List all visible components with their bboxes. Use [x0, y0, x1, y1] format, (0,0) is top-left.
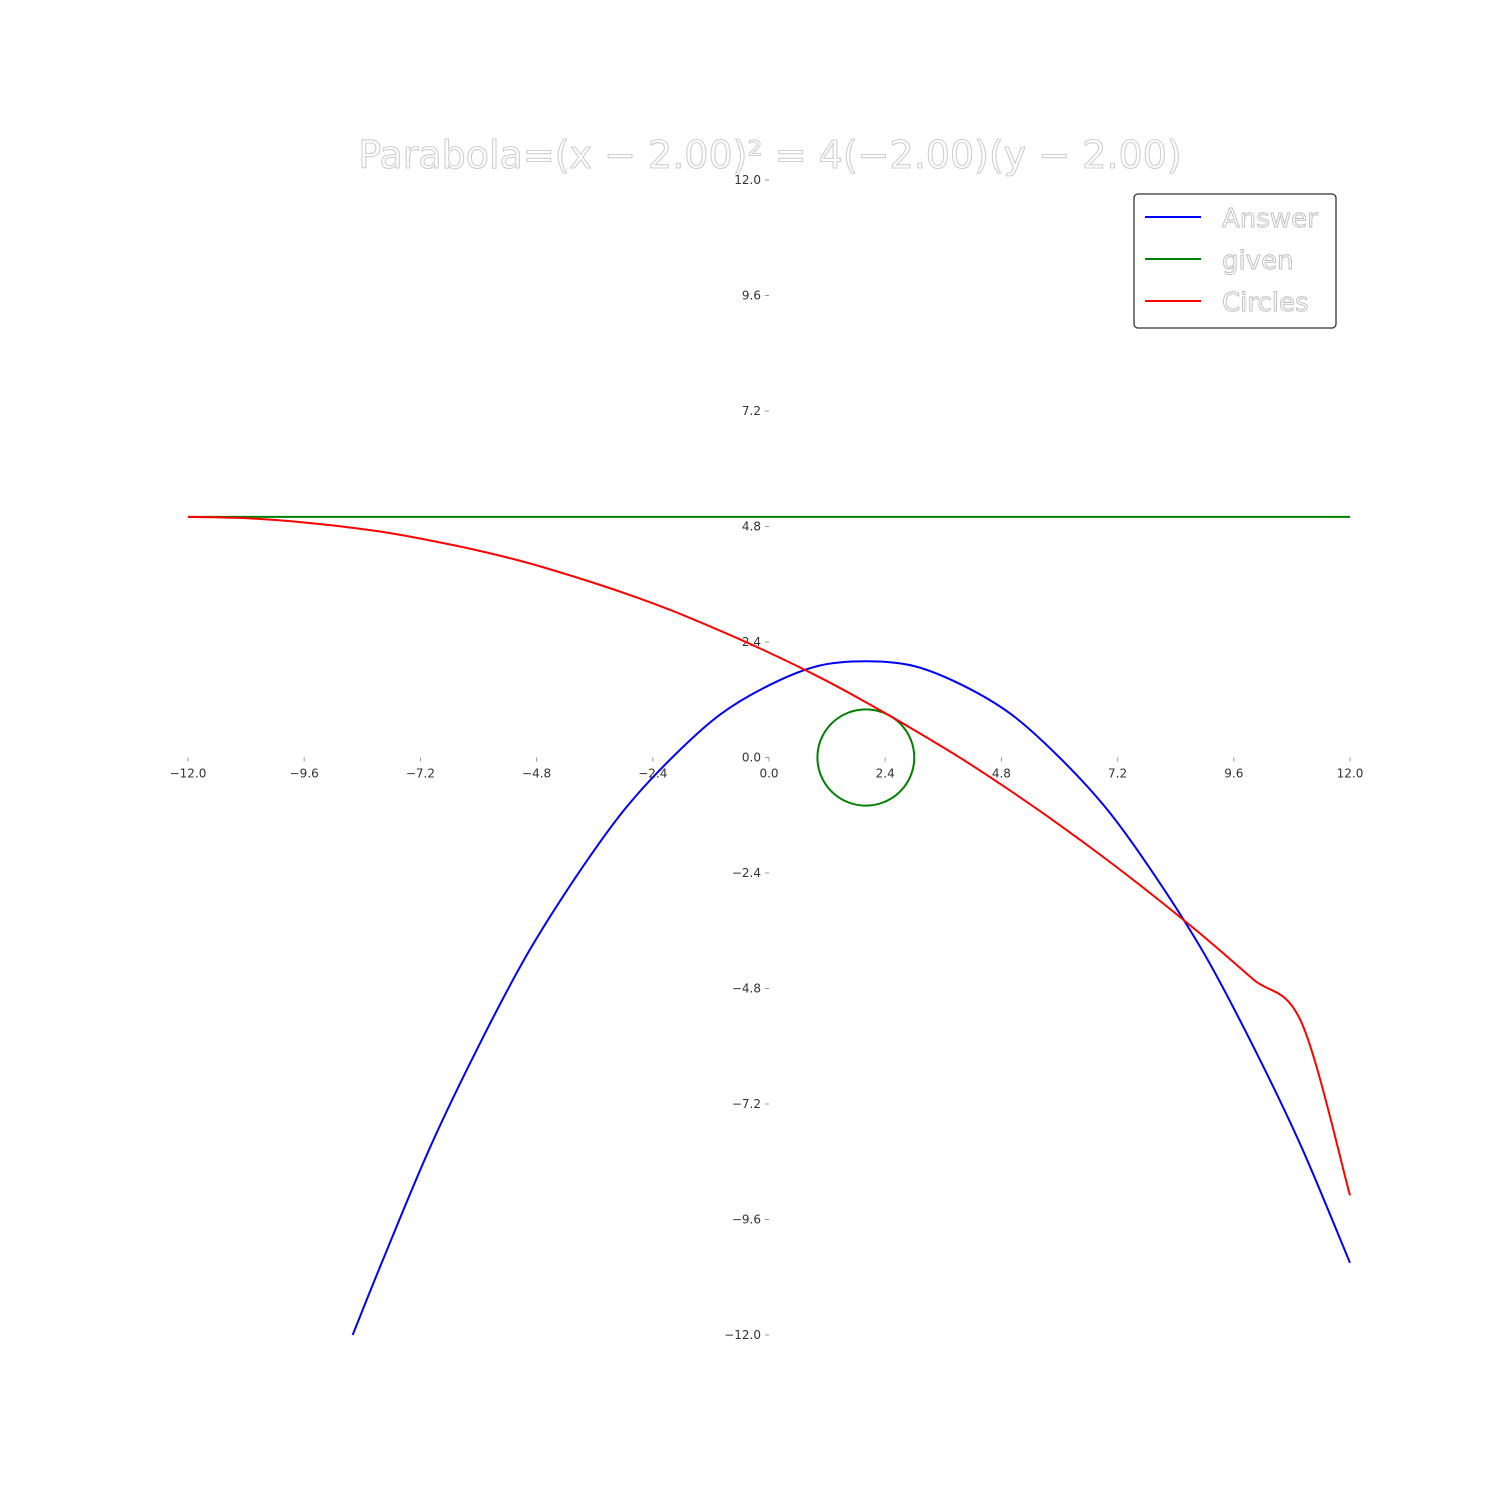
x-tick-label: 12.0 — [1337, 767, 1364, 781]
y-tick-label: −4.8 — [732, 982, 761, 996]
y-tick-label: 2.4 — [742, 635, 761, 649]
y-ticks: 12.0 9.6 7.2 4.8 2.4 0.0 −2.4 −4.8 −7.2 −9.6 −12.0 — [724, 173, 769, 1342]
series-circles-line — [187, 515, 1351, 1196]
y-tick-label: 4.8 — [742, 520, 761, 534]
y-tick-label: 0.0 — [742, 751, 761, 765]
x-tick-label: −4.8 — [522, 767, 551, 781]
y-tick-label: −9.6 — [732, 1213, 761, 1227]
x-ticks: −12.0 −9.6 −7.2 −4.8 −2.4 0.0 2.4 4.8 7.2 9.6 12.0 — [170, 757, 1364, 781]
legend: Answer given Circles — [1133, 193, 1337, 329]
x-tick-label: 2.4 — [876, 767, 895, 781]
x-tick-label: −9.6 — [290, 767, 319, 781]
x-tick-label: 4.8 — [992, 767, 1011, 781]
y-tick-label: −12.0 — [724, 1328, 761, 1342]
legend-label-circles: Circles — [1222, 288, 1309, 318]
y-tick-label: 12.0 — [734, 173, 761, 187]
y-tick-label: 7.2 — [742, 404, 761, 418]
axes: −12.0 −9.6 −7.2 −4.8 −2.4 0.0 2.4 4.8 7.2 9.6 12.0… — [170, 173, 1364, 1342]
series-given-circle — [816, 708, 916, 807]
x-tick-label: 7.2 — [1108, 767, 1127, 781]
legend-box — [1133, 193, 1337, 329]
y-tick-label: −2.4 — [732, 866, 761, 880]
y-tick-label: −7.2 — [732, 1097, 761, 1111]
x-tick-label: 0.0 — [759, 767, 778, 781]
series-answer-line — [351, 660, 1351, 1336]
x-tick-label: 9.6 — [1224, 767, 1243, 781]
legend-label-answer: Answer — [1222, 204, 1318, 234]
y-tick-label: 9.6 — [742, 289, 761, 303]
chart-title: Parabola=(x − 2.00)² = 4(−2.00)(y − 2.00… — [358, 133, 1181, 177]
x-tick-label: −12.0 — [170, 767, 207, 781]
plot-series — [187, 515, 1351, 1336]
legend-entries: Answer given Circles — [1145, 204, 1319, 318]
legend-label-given: given — [1222, 246, 1294, 276]
x-tick-label: −7.2 — [406, 767, 435, 781]
